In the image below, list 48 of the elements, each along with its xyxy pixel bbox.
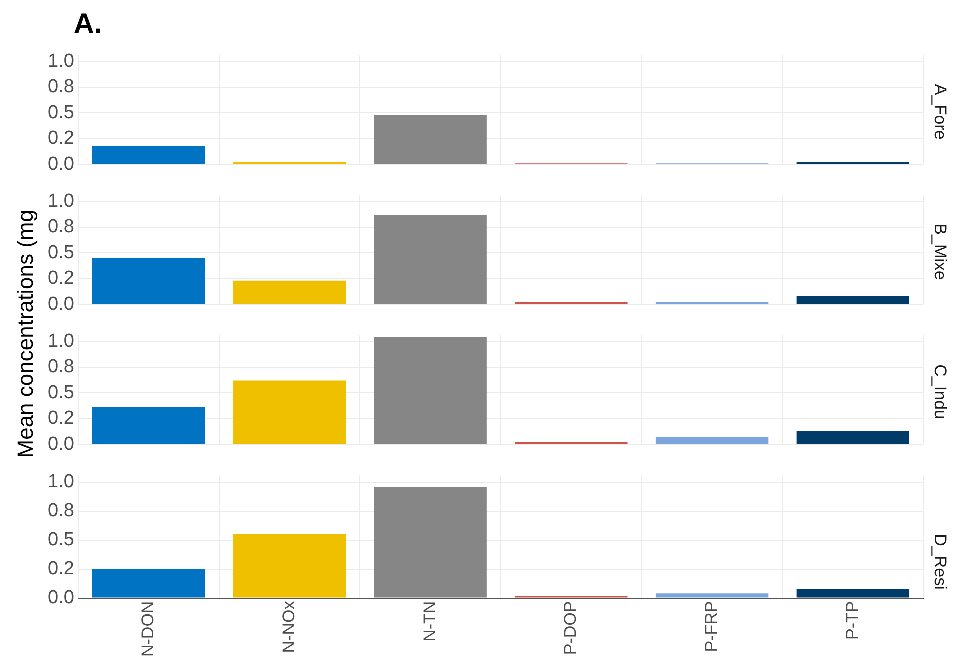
bar xyxy=(374,214,487,304)
text: B_Mixe xyxy=(931,224,950,280)
bar xyxy=(796,431,910,444)
x-tick-label: P-FRP xyxy=(702,601,721,652)
bar xyxy=(233,534,346,598)
y-axis-title: Mean concentrations (mg xyxy=(13,210,39,458)
x-tick-label: P-TP xyxy=(842,601,862,640)
y-tick-label: 0.5 xyxy=(48,530,74,551)
y-tick-label: 0.8 xyxy=(48,500,74,522)
bar xyxy=(374,115,487,164)
y-tick-label: 1.0 xyxy=(48,472,74,493)
bar xyxy=(233,380,346,444)
text: D_Resi xyxy=(931,534,950,590)
y-tick-label: 0.2 xyxy=(48,268,74,290)
x-tick-label: N-DON xyxy=(138,601,158,658)
y-tick-label: 0.5 xyxy=(48,102,74,124)
bar xyxy=(796,296,910,304)
y-tick-label: 1.0 xyxy=(48,330,74,352)
y-tick-label: 0.0 xyxy=(48,154,74,175)
y-tick-label: 0.0 xyxy=(48,588,74,609)
y-tick-label: 1.0 xyxy=(48,50,74,72)
x-tick-label: P-DOP xyxy=(561,601,580,656)
text: C_Indu xyxy=(931,364,950,420)
text: A_Fore xyxy=(931,84,950,140)
bar xyxy=(92,146,206,164)
y-tick-label: 0.2 xyxy=(48,128,74,150)
y-tick-label: 0.8 xyxy=(48,216,74,238)
y-tick-label: 0.0 xyxy=(48,434,74,455)
bar xyxy=(374,486,487,598)
y-tick-label: 0.0 xyxy=(48,294,74,315)
bar xyxy=(92,258,206,304)
bar xyxy=(656,437,769,444)
bar xyxy=(796,589,910,598)
y-tick-label: 0.8 xyxy=(48,356,74,378)
y-tick-label: 1.0 xyxy=(48,190,74,212)
y-tick-label: 0.5 xyxy=(48,242,74,264)
y-tick-label: 0.8 xyxy=(48,76,74,98)
x-tick-label: N-TN xyxy=(420,601,440,642)
y-tick-label: 0.5 xyxy=(48,382,74,404)
y-tick-label: 0.2 xyxy=(48,558,74,580)
bar xyxy=(92,408,206,444)
y-tick-label: 0.2 xyxy=(48,408,74,430)
bar xyxy=(656,594,769,598)
bar xyxy=(374,337,487,444)
x-tick-label: N-NOx xyxy=(279,600,298,654)
bar xyxy=(92,569,206,598)
chart-title: A. xyxy=(73,8,103,40)
bar xyxy=(233,280,346,304)
